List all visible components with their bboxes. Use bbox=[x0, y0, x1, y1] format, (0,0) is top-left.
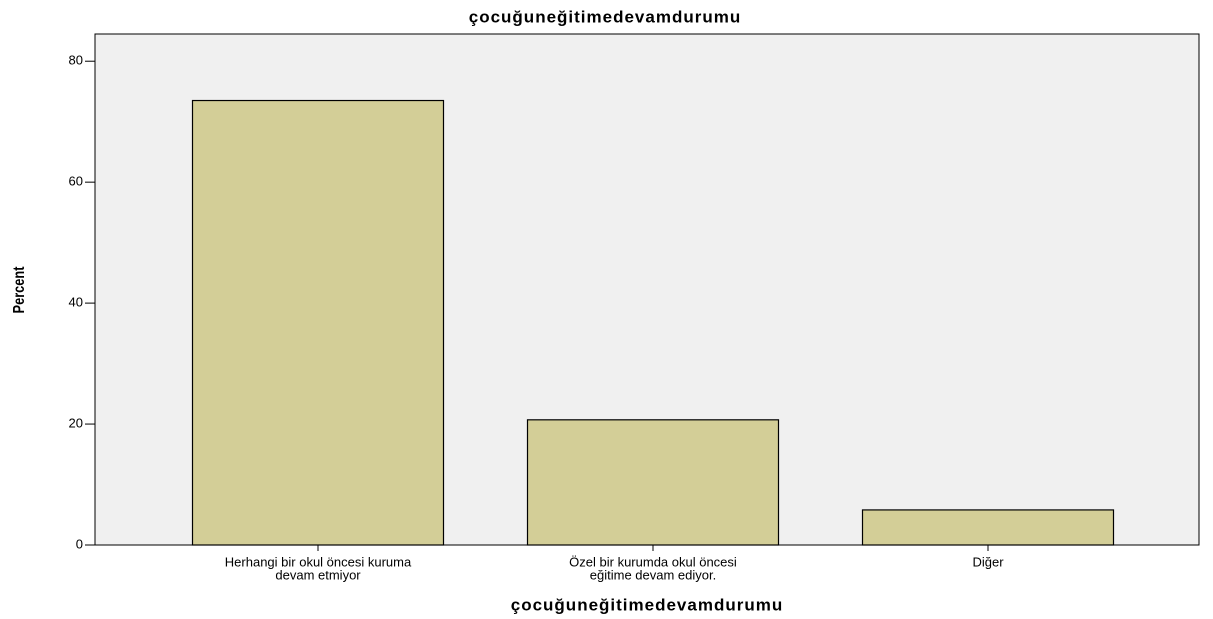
x-axis-label: çocuğuneğitimedevamdurumu bbox=[511, 595, 783, 614]
x-tick-label: Diğer bbox=[972, 554, 1004, 569]
y-tick-label: 40 bbox=[69, 295, 83, 310]
chart-title: çocuğuneğitimedevamdurumu bbox=[469, 7, 741, 26]
y-tick-label: 0 bbox=[76, 536, 83, 551]
x-tick-label: devam etmiyor bbox=[275, 567, 361, 582]
y-axis-label: Percent bbox=[11, 266, 29, 313]
bar bbox=[861, 509, 1115, 546]
x-tick-label: Herhangi bir okul öncesi kuruma bbox=[225, 554, 412, 569]
bar bbox=[526, 419, 780, 546]
x-tick-label: eğitime devam ediyor. bbox=[590, 567, 716, 582]
y-tick-label: 60 bbox=[69, 174, 83, 189]
y-tick-label: 20 bbox=[69, 415, 83, 430]
y-tick-label: 80 bbox=[69, 53, 83, 68]
x-tick-label: Özel bir kurumda okul öncesi bbox=[569, 554, 737, 569]
bar bbox=[191, 99, 445, 546]
